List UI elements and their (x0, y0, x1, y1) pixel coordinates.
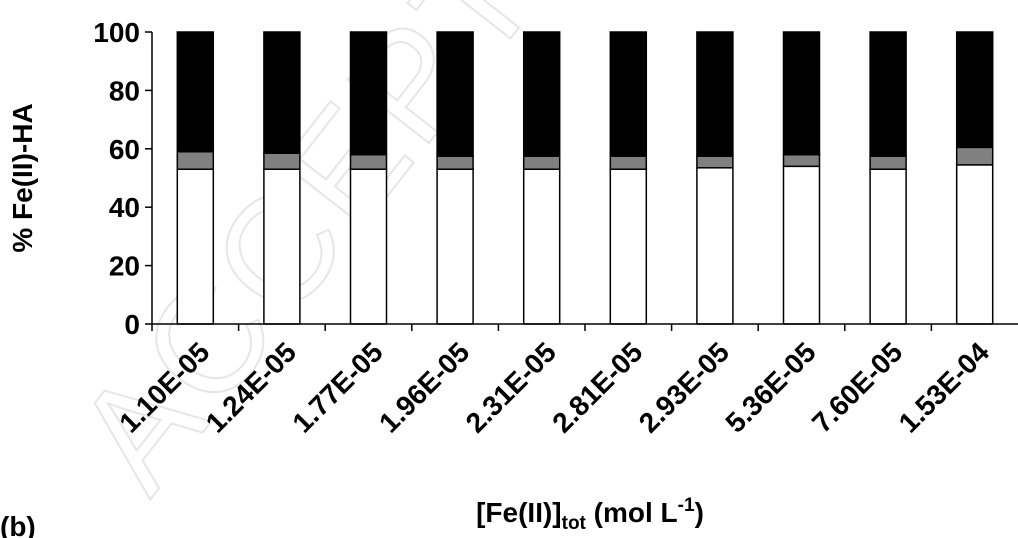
bar-gray-segment-6 (609, 155, 648, 170)
x-axis-title-unit: (mol L (586, 497, 678, 528)
bar-black-segment-2 (263, 31, 301, 154)
bar-gray-segment-9 (869, 155, 907, 170)
bar-white-segment-10 (955, 164, 994, 325)
bar-gray-segment-3 (349, 153, 388, 170)
bar-white-segment-1 (176, 168, 215, 325)
panel-label: (b) (0, 511, 36, 538)
bar-black-segment-8 (782, 31, 821, 156)
y-tick-label: 40 (109, 192, 140, 223)
bar-black-segment-4 (436, 31, 474, 157)
x-tick-label: 1.53E-04 (893, 336, 996, 439)
bar-white-segment-9 (869, 168, 907, 325)
x-tick-label: 5.36E-05 (719, 336, 821, 438)
bar-black-segment-3 (349, 31, 388, 156)
y-axis-title: % Fe(II)-HA (7, 103, 38, 252)
x-axis-title-subscript: tot (562, 513, 587, 534)
y-tick-label: 100 (93, 17, 140, 48)
x-axis-title-close: ) (695, 497, 704, 528)
bar-black-segment-1 (176, 31, 215, 153)
bar-white-segment-2 (263, 168, 301, 325)
y-tick-label: 20 (109, 251, 140, 282)
y-ticks-group: 0 20 40 60 80 100 (93, 17, 152, 340)
x-axis-title-main: [Fe(II)] (476, 497, 562, 528)
bar-gray-segment-7 (696, 155, 734, 169)
bar-white-segment-4 (436, 168, 474, 325)
bar-white-segment-6 (609, 168, 648, 325)
bar-gray-segment-2 (263, 152, 301, 170)
x-tick-label: 2.81E-05 (546, 336, 648, 438)
bar-black-segment-6 (609, 31, 648, 157)
bar-black-segment-10 (955, 31, 994, 149)
y-tick-label: 80 (109, 75, 140, 106)
bar-gray-segment-8 (782, 153, 821, 168)
y-tick-label: 0 (124, 309, 140, 340)
x-tick-label: 2.93E-05 (633, 336, 735, 438)
bar-gray-segment-4 (436, 155, 474, 170)
bar-white-segment-5 (522, 168, 561, 325)
bar-white-segment-3 (349, 168, 388, 325)
x-axis-title-superscript: -1 (678, 495, 695, 516)
bar-white-segment-8 (782, 165, 821, 325)
x-tick-label: 7.60E-05 (806, 336, 908, 438)
bar-black-segment-5 (522, 31, 561, 157)
bar-black-segment-9 (869, 31, 907, 157)
bar-gray-segment-5 (522, 155, 561, 170)
x-tick-label: 2.31E-05 (460, 336, 562, 438)
bar-gray-segment-10 (955, 146, 994, 166)
bars-group (176, 31, 994, 325)
bar-black-segment-7 (696, 31, 734, 157)
y-tick-label: 60 (109, 134, 140, 165)
x-axis-title: [Fe(II)]tot (mol L-1) (476, 495, 704, 534)
x-tick-label: 1.96E-05 (373, 336, 475, 438)
bar-white-segment-7 (696, 167, 734, 325)
bar-gray-segment-1 (176, 150, 215, 170)
